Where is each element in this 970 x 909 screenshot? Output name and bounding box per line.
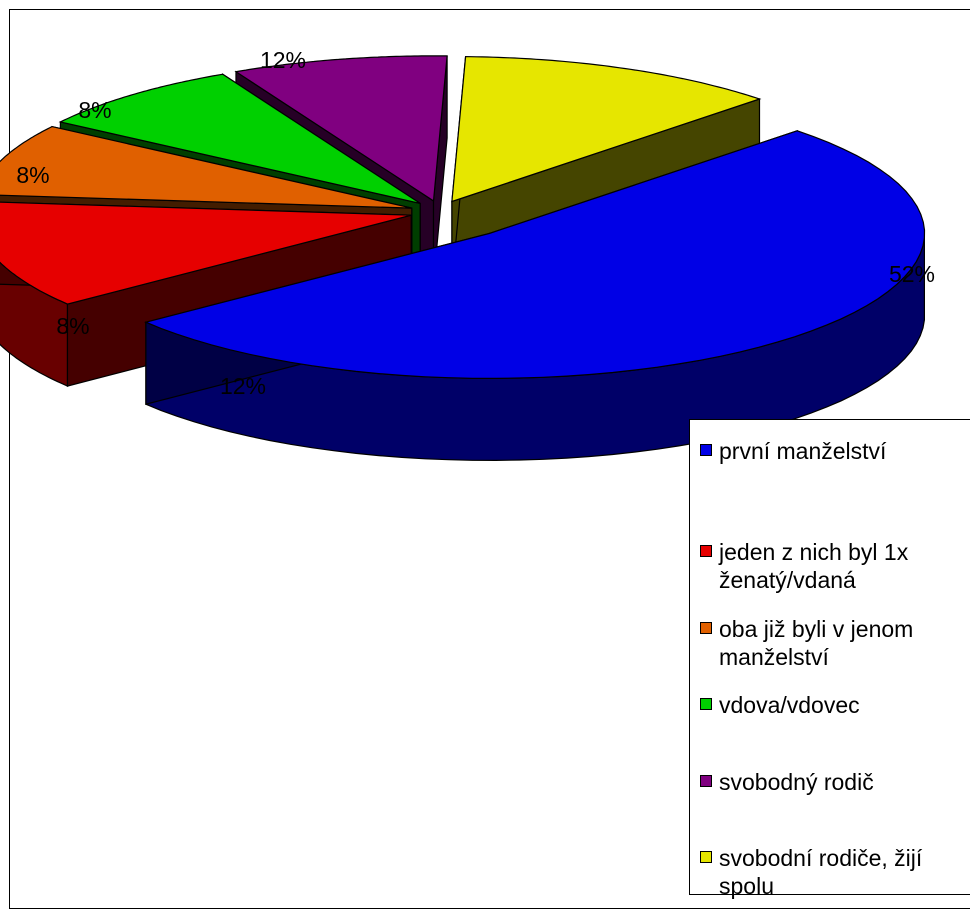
legend-swatch — [700, 444, 712, 456]
slice-top — [58, 73, 421, 204]
legend-swatch — [700, 698, 712, 710]
legend-label: oba již byli v jenom manželství — [719, 616, 914, 670]
legend-item: oba již byli v jenom manželství — [700, 615, 970, 671]
slice-top — [0, 125, 412, 209]
legend-item: svobodní rodiče, žijí spolu — [700, 844, 970, 900]
legend-label: jeden z nich byl 1x ženatý/vdaná — [719, 539, 909, 593]
slice-top — [451, 55, 762, 203]
data-label: 8% — [56, 313, 89, 339]
legend-swatch — [700, 622, 712, 634]
legend-swatch — [700, 545, 712, 557]
legend: první manželství jeden z nich byl 1x žen… — [689, 419, 970, 899]
legend-label: svobodní rodiče, žijí spolu — [719, 845, 923, 899]
legend-swatch — [700, 775, 712, 787]
slice-top — [144, 130, 926, 380]
legend-label: vdova/vdovec — [719, 692, 860, 718]
legend-label: svobodný rodič — [719, 769, 874, 795]
data-label: 8% — [78, 97, 111, 123]
legend-item: vdova/vdovec — [700, 691, 970, 719]
pie-slice — [144, 130, 926, 462]
data-label: 8% — [16, 162, 49, 188]
legend-item: svobodný rodič — [700, 768, 970, 796]
legend-item: první manželství — [700, 437, 970, 465]
legend-item: jeden z nich byl 1x ženatý/vdaná — [700, 538, 970, 594]
data-label: 52% — [889, 261, 935, 287]
slice-top — [0, 201, 412, 305]
legend-swatch — [700, 851, 712, 863]
legend-label: první manželství — [719, 438, 887, 464]
data-label: 12% — [220, 373, 266, 399]
slice-top — [234, 55, 448, 202]
data-label: 12% — [260, 47, 306, 73]
